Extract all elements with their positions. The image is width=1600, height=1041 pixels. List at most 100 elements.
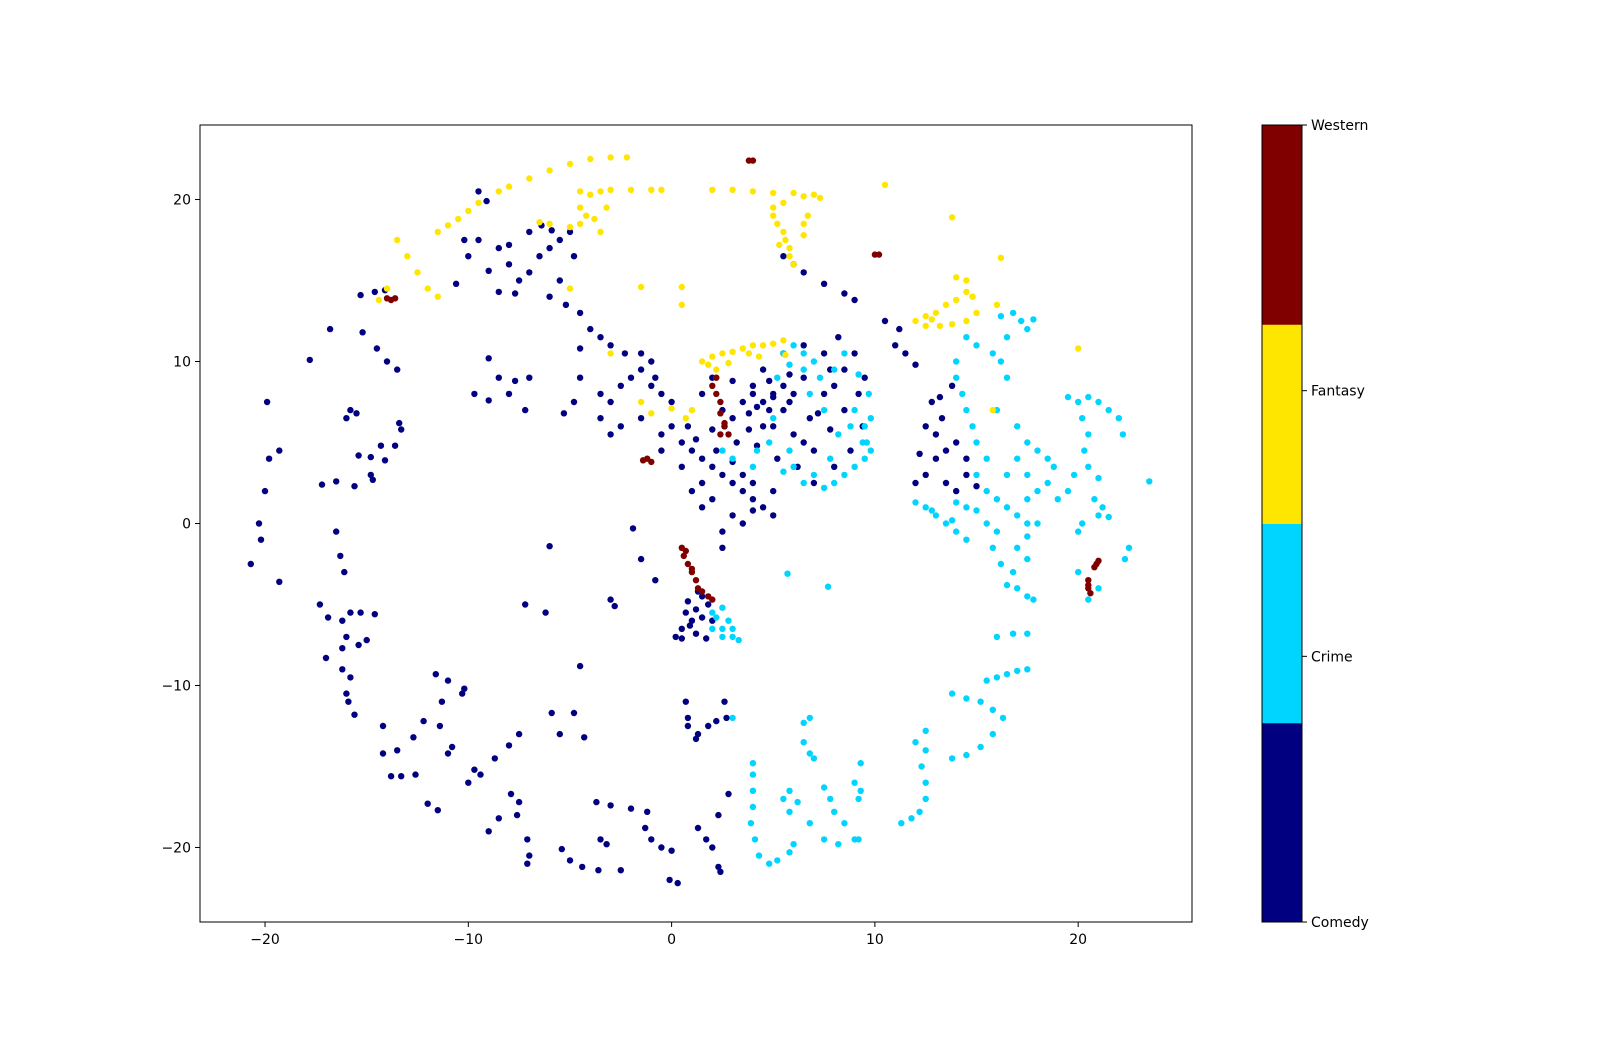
point-crime-162 [820,836,828,843]
point-comedy-109 [684,722,692,730]
point-crime-29 [749,463,757,470]
point-comedy-174 [607,398,614,406]
point-fantasy-34 [709,186,716,193]
point-comedy-279 [942,447,950,454]
point-comedy-75 [507,790,515,798]
point-comedy-20 [381,457,389,464]
point-crime-9 [861,423,868,430]
point-crime-90 [1014,585,1021,592]
point-comedy-300 [698,593,706,600]
point-crime-167 [786,808,793,815]
point-fantasy-91 [678,283,685,291]
point-fantasy-55 [881,181,889,189]
point-comedy-203 [658,447,665,454]
point-comedy-153 [505,241,513,249]
point-crime-57 [953,499,960,506]
point-comedy-257 [800,439,807,446]
point-western-3 [875,251,883,258]
point-fantasy-46 [780,228,787,236]
point-comedy-123 [542,609,549,616]
point-comedy-5 [247,560,254,568]
point-comedy-96 [658,844,665,851]
point-crime-13 [841,471,848,479]
point-crime-157 [831,808,838,815]
point-comedy-194 [719,544,726,551]
point-comedy-179 [658,390,665,398]
point-fantasy-4 [434,293,441,300]
point-comedy-148 [607,342,614,349]
colorbar-segment-comedy [1262,722,1302,923]
point-crime-155 [820,784,828,791]
point-fantasy-21 [607,186,614,193]
point-comedy-189 [749,496,757,503]
point-crime-88 [1003,581,1011,589]
point-crime-187 [735,636,742,644]
point-comedy-251 [749,382,757,389]
point-crime-30 [729,455,736,462]
point-comedy-306 [692,606,700,613]
point-comedy-182 [678,439,685,446]
point-comedy-87 [617,867,624,874]
point-comedy-71 [477,771,484,778]
point-western-13 [725,431,732,438]
point-fantasy-72 [928,316,935,323]
point-fantasy-71 [936,322,944,330]
point-crime-98 [953,528,960,535]
point-western-25 [698,588,706,595]
point-comedy-80 [526,852,533,859]
point-fantasy-103 [1075,345,1082,352]
point-crime-131 [1003,671,1011,678]
point-comedy-274 [922,423,929,430]
point-comedy-21 [369,476,376,483]
point-fantasy-49 [786,253,793,260]
point-fantasy-23 [648,186,655,193]
point-fantasy-39 [800,193,807,200]
point-crime-96 [932,512,940,519]
point-fantasy-83 [713,366,720,373]
point-comedy-195 [739,520,746,527]
point-comedy-24 [318,481,326,488]
point-fantasy-6 [444,222,452,229]
series-western [383,157,1102,603]
point-fantasy-68 [973,309,980,317]
point-comedy-193 [719,528,726,535]
point-fantasy-93 [566,285,574,292]
point-fantasy-85 [725,359,732,367]
point-comedy-201 [637,415,645,422]
point-crime-48 [983,487,990,495]
point-comedy-208 [692,436,700,443]
point-comedy-301 [705,601,712,608]
point-fantasy-99 [668,405,675,412]
point-crime-95 [922,504,929,511]
point-comedy-48 [343,690,350,697]
point-fantasy-29 [597,228,604,236]
point-crime-52 [1024,520,1031,527]
colorbar-tick-label: Comedy [1311,915,1369,931]
point-crime-18 [865,390,872,398]
point-crime-110 [1085,431,1092,438]
point-comedy-151 [648,358,655,365]
point-comedy-73 [505,742,513,749]
colorbar-segment-crime [1262,523,1302,724]
point-comedy-183 [688,447,696,454]
point-fantasy-38 [790,189,797,197]
point-comedy-198 [688,487,696,495]
point-comedy-281 [973,483,980,490]
point-crime-134 [948,690,956,697]
point-comedy-285 [902,350,909,357]
point-crime-19 [859,439,866,446]
point-comedy-85 [579,863,586,871]
point-comedy-94 [642,824,649,832]
point-comedy-70 [471,766,478,773]
point-fantasy-17 [623,154,631,161]
point-crime-61 [1024,325,1031,333]
point-comedy-76 [495,815,502,822]
point-comedy-222 [753,442,761,449]
point-fantasy-47 [782,236,789,244]
point-fantasy-15 [587,155,594,163]
point-crime-175 [749,803,757,811]
point-comedy-169 [576,374,584,381]
point-comedy-266 [753,403,761,411]
point-comedy-9 [326,325,334,333]
